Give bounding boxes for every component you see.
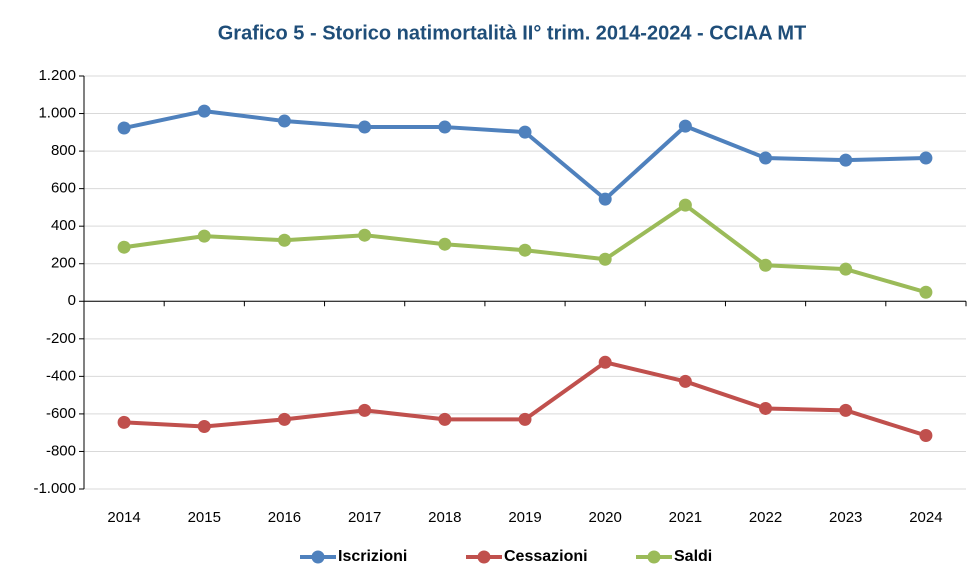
y-tick-label: -400 <box>46 367 76 384</box>
point <box>277 412 291 426</box>
point <box>839 262 853 276</box>
point <box>197 104 211 118</box>
point <box>117 415 131 429</box>
legend-marker <box>311 550 325 564</box>
x-tick-label: 2023 <box>829 509 862 526</box>
point <box>598 252 612 266</box>
point <box>919 428 933 442</box>
point <box>919 285 933 299</box>
y-tick-label: 600 <box>51 180 76 197</box>
x-tick-label: 2015 <box>188 509 221 526</box>
legend-marker <box>477 550 491 564</box>
y-tick-label: -600 <box>46 405 76 422</box>
y-tick-label: 1.000 <box>38 105 76 122</box>
y-tick-label: 200 <box>51 255 76 272</box>
point <box>197 229 211 243</box>
x-tick-label: 2019 <box>508 509 541 526</box>
point <box>438 412 452 426</box>
point <box>117 240 131 254</box>
point <box>518 412 532 426</box>
point <box>518 125 532 139</box>
point <box>759 151 773 165</box>
point <box>919 151 933 165</box>
point <box>759 258 773 272</box>
x-tick-label: 2017 <box>348 509 381 526</box>
x-tick-label: 2022 <box>749 509 782 526</box>
y-tick-label: 1.200 <box>38 67 76 84</box>
y-tick-label: -200 <box>46 330 76 347</box>
y-tick-label: 400 <box>51 217 76 234</box>
y-tick-label: -800 <box>46 442 76 459</box>
point <box>759 401 773 415</box>
y-tick-label: 0 <box>68 292 76 309</box>
point <box>598 355 612 369</box>
chart-title: Grafico 5 - Storico natimortalità II° tr… <box>218 22 807 44</box>
point <box>277 114 291 128</box>
y-tick-label: -1.000 <box>33 480 76 497</box>
series-line <box>123 109 926 202</box>
point <box>839 403 853 417</box>
y-tick-label: 800 <box>51 142 76 159</box>
point <box>117 121 131 135</box>
point <box>839 153 853 167</box>
point <box>358 228 372 242</box>
x-tick-label: 2021 <box>669 509 702 526</box>
point <box>438 237 452 251</box>
point <box>358 403 372 417</box>
legend-marker <box>647 550 661 564</box>
x-tick-label: 2016 <box>268 509 301 526</box>
point <box>678 374 692 388</box>
legend-label: Saldi <box>674 548 712 565</box>
legend-label: Cessazioni <box>504 548 588 565</box>
point <box>678 119 692 133</box>
x-tick-label: 2014 <box>107 509 140 526</box>
point <box>598 192 612 206</box>
x-tick-label: 2024 <box>909 509 942 526</box>
point <box>358 120 372 134</box>
legend-label: Iscrizioni <box>338 548 407 565</box>
point <box>277 233 291 247</box>
point <box>678 198 692 212</box>
point <box>438 120 452 134</box>
x-tick-label: 2018 <box>428 509 461 526</box>
point <box>197 419 211 433</box>
point <box>518 243 532 257</box>
x-tick-label: 2020 <box>588 509 621 526</box>
